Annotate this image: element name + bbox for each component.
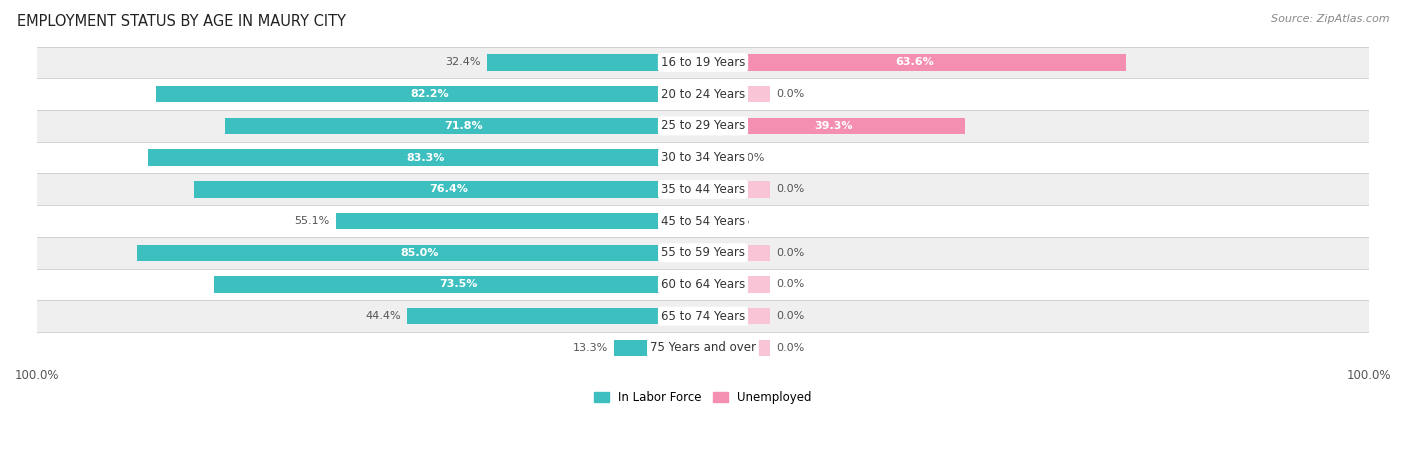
Text: 65 to 74 Years: 65 to 74 Years xyxy=(661,310,745,323)
Bar xyxy=(703,54,1126,71)
Text: 25 to 29 Years: 25 to 29 Years xyxy=(661,120,745,133)
Text: 44.4%: 44.4% xyxy=(366,311,401,321)
Text: 1.9%: 1.9% xyxy=(723,216,751,226)
Text: 76.4%: 76.4% xyxy=(429,184,468,194)
Text: 82.2%: 82.2% xyxy=(411,89,449,99)
Text: 0.0%: 0.0% xyxy=(776,311,804,321)
Bar xyxy=(703,149,730,166)
Bar xyxy=(214,276,703,293)
Text: 0.0%: 0.0% xyxy=(776,248,804,258)
Bar xyxy=(703,213,716,229)
Bar xyxy=(138,244,703,261)
Text: 30 to 34 Years: 30 to 34 Years xyxy=(661,151,745,164)
Text: 32.4%: 32.4% xyxy=(446,57,481,68)
Bar xyxy=(37,110,1369,142)
Bar xyxy=(149,149,703,166)
Text: 4.0%: 4.0% xyxy=(737,152,765,163)
Text: 55.1%: 55.1% xyxy=(294,216,329,226)
Text: Source: ZipAtlas.com: Source: ZipAtlas.com xyxy=(1271,14,1389,23)
Bar xyxy=(408,308,703,324)
Text: 63.6%: 63.6% xyxy=(896,57,934,68)
Text: 60 to 64 Years: 60 to 64 Years xyxy=(661,278,745,291)
Legend: In Labor Force, Unemployed: In Labor Force, Unemployed xyxy=(589,386,817,409)
Bar xyxy=(703,340,769,356)
Bar xyxy=(156,86,703,102)
Text: 75 Years and over: 75 Years and over xyxy=(650,341,756,354)
Bar xyxy=(37,300,1369,332)
Bar xyxy=(703,276,769,293)
Bar xyxy=(37,332,1369,364)
Bar xyxy=(37,78,1369,110)
Bar xyxy=(37,205,1369,237)
Text: 71.8%: 71.8% xyxy=(444,121,484,131)
Text: 20 to 24 Years: 20 to 24 Years xyxy=(661,87,745,101)
Bar xyxy=(703,118,965,134)
Text: 45 to 54 Years: 45 to 54 Years xyxy=(661,215,745,228)
Text: 55 to 59 Years: 55 to 59 Years xyxy=(661,246,745,259)
Bar xyxy=(37,174,1369,205)
Text: 83.3%: 83.3% xyxy=(406,152,444,163)
Text: 16 to 19 Years: 16 to 19 Years xyxy=(661,56,745,69)
Text: 13.3%: 13.3% xyxy=(572,343,607,353)
Text: 35 to 44 Years: 35 to 44 Years xyxy=(661,183,745,196)
Text: 39.3%: 39.3% xyxy=(814,121,853,131)
Bar xyxy=(225,118,703,134)
Text: 0.0%: 0.0% xyxy=(776,184,804,194)
Bar xyxy=(488,54,703,71)
Text: 0.0%: 0.0% xyxy=(776,343,804,353)
Bar xyxy=(37,142,1369,174)
Text: 85.0%: 85.0% xyxy=(401,248,439,258)
Bar xyxy=(703,308,769,324)
Bar xyxy=(614,340,703,356)
Bar xyxy=(37,46,1369,78)
Bar xyxy=(37,237,1369,269)
Text: 0.0%: 0.0% xyxy=(776,89,804,99)
Text: 0.0%: 0.0% xyxy=(776,280,804,290)
Bar xyxy=(703,86,769,102)
Bar xyxy=(37,269,1369,300)
Bar xyxy=(703,244,769,261)
Bar xyxy=(194,181,703,198)
Text: EMPLOYMENT STATUS BY AGE IN MAURY CITY: EMPLOYMENT STATUS BY AGE IN MAURY CITY xyxy=(17,14,346,28)
Bar xyxy=(703,181,769,198)
Text: 73.5%: 73.5% xyxy=(439,280,478,290)
Bar xyxy=(336,213,703,229)
